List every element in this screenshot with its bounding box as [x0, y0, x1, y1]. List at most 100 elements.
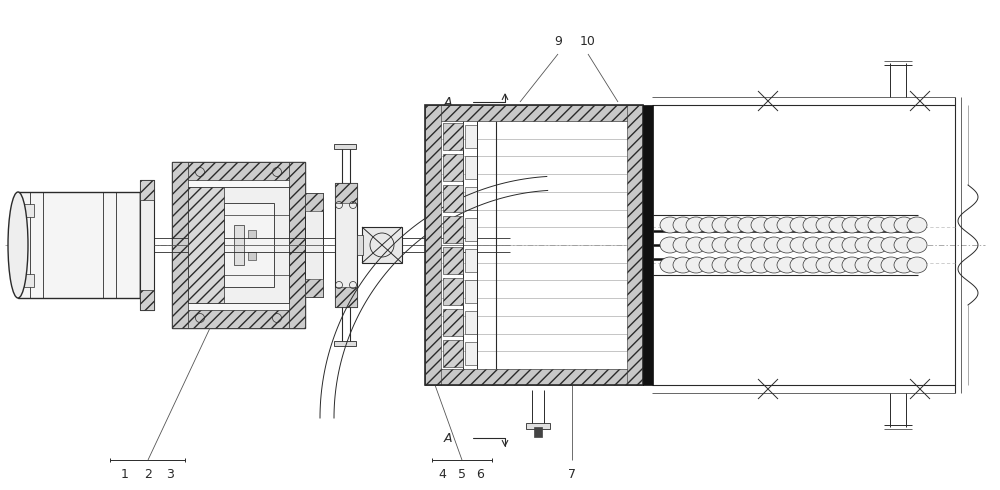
Ellipse shape — [855, 257, 875, 273]
Ellipse shape — [829, 237, 849, 253]
Bar — [172, 162, 305, 328]
Bar — [335, 183, 357, 203]
Bar — [443, 216, 463, 243]
Ellipse shape — [790, 237, 810, 253]
Bar — [443, 123, 463, 150]
Bar — [465, 311, 477, 334]
Bar — [443, 247, 463, 274]
Ellipse shape — [777, 237, 797, 253]
Ellipse shape — [725, 257, 745, 273]
Ellipse shape — [907, 217, 927, 233]
Ellipse shape — [712, 237, 732, 253]
Text: 4: 4 — [438, 468, 446, 481]
Ellipse shape — [751, 237, 771, 253]
Bar — [24, 274, 34, 287]
Ellipse shape — [712, 217, 732, 233]
Ellipse shape — [777, 217, 797, 233]
Ellipse shape — [660, 237, 680, 253]
Ellipse shape — [686, 237, 706, 253]
Ellipse shape — [881, 237, 901, 253]
Ellipse shape — [842, 257, 862, 273]
Bar — [140, 180, 154, 200]
Text: A: A — [444, 432, 452, 444]
Bar — [443, 278, 463, 305]
Text: 2: 2 — [144, 468, 152, 481]
Bar — [465, 187, 477, 210]
Bar — [188, 187, 224, 303]
Ellipse shape — [764, 237, 784, 253]
Ellipse shape — [816, 237, 836, 253]
Bar — [465, 249, 477, 272]
Ellipse shape — [751, 257, 771, 273]
Text: 1: 1 — [121, 468, 129, 481]
Bar — [140, 290, 154, 310]
Ellipse shape — [712, 257, 732, 273]
Bar — [443, 154, 463, 181]
Ellipse shape — [816, 257, 836, 273]
Text: 6: 6 — [476, 468, 484, 481]
Bar — [362, 227, 402, 263]
Text: 10: 10 — [580, 35, 596, 48]
Bar — [465, 342, 477, 365]
Ellipse shape — [881, 217, 901, 233]
Bar — [172, 162, 305, 180]
Ellipse shape — [686, 257, 706, 273]
Ellipse shape — [881, 257, 901, 273]
Ellipse shape — [738, 257, 758, 273]
Bar — [248, 230, 256, 238]
Text: 7: 7 — [568, 468, 576, 481]
Bar — [334, 144, 356, 149]
Text: 5: 5 — [458, 468, 466, 481]
Ellipse shape — [855, 217, 875, 233]
Ellipse shape — [764, 257, 784, 273]
Bar — [24, 204, 34, 217]
Ellipse shape — [699, 257, 719, 273]
Bar — [443, 340, 463, 367]
Bar — [224, 203, 274, 287]
Ellipse shape — [660, 257, 680, 273]
Bar — [305, 279, 323, 297]
Bar — [425, 105, 643, 121]
Bar — [172, 162, 188, 328]
Ellipse shape — [894, 257, 914, 273]
Ellipse shape — [868, 237, 888, 253]
Ellipse shape — [725, 217, 745, 233]
Ellipse shape — [868, 257, 888, 273]
Ellipse shape — [738, 237, 758, 253]
Ellipse shape — [842, 237, 862, 253]
Text: 3: 3 — [166, 468, 174, 481]
Ellipse shape — [894, 237, 914, 253]
Ellipse shape — [777, 257, 797, 273]
Bar — [643, 105, 653, 385]
Bar — [335, 287, 357, 307]
Bar — [305, 193, 323, 297]
Ellipse shape — [803, 237, 823, 253]
Bar — [465, 218, 477, 241]
Bar — [443, 185, 463, 212]
Ellipse shape — [673, 237, 693, 253]
Bar — [140, 180, 154, 310]
Ellipse shape — [842, 217, 862, 233]
Ellipse shape — [699, 217, 719, 233]
Ellipse shape — [673, 217, 693, 233]
Bar — [465, 125, 477, 148]
Ellipse shape — [894, 217, 914, 233]
Bar — [18, 192, 140, 298]
Bar — [526, 423, 550, 429]
Bar — [188, 187, 289, 303]
Ellipse shape — [868, 217, 888, 233]
Ellipse shape — [725, 237, 745, 253]
Ellipse shape — [829, 257, 849, 273]
Bar — [443, 309, 463, 336]
Bar — [248, 252, 256, 260]
Text: 9: 9 — [554, 35, 562, 48]
Ellipse shape — [764, 217, 784, 233]
Ellipse shape — [686, 217, 706, 233]
Ellipse shape — [673, 257, 693, 273]
Bar — [289, 162, 305, 328]
Ellipse shape — [699, 237, 719, 253]
Bar — [305, 193, 323, 211]
Ellipse shape — [738, 217, 758, 233]
Ellipse shape — [8, 192, 28, 298]
Bar — [465, 156, 477, 179]
